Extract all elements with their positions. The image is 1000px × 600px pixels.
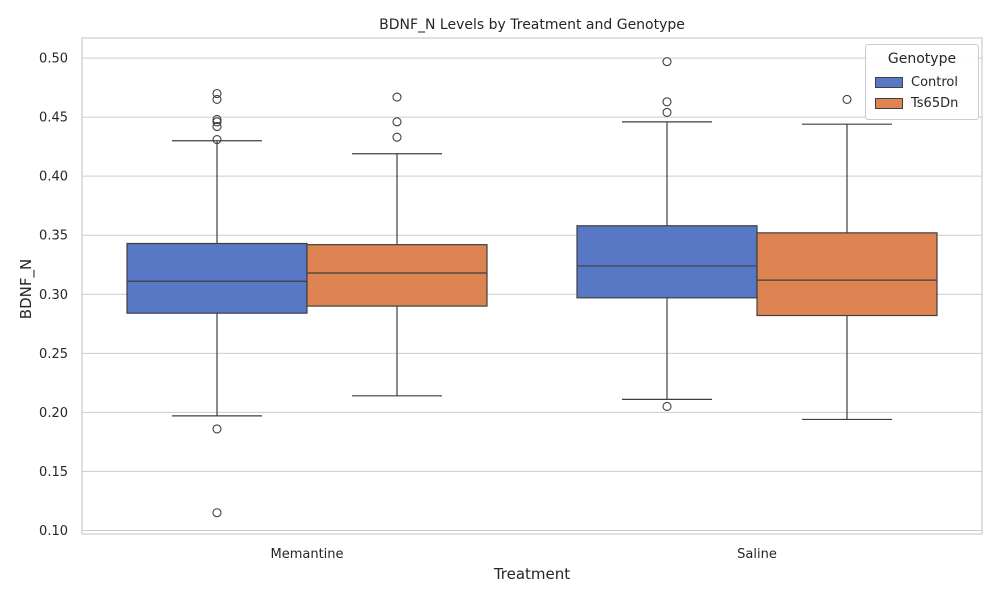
outlier-point	[392, 92, 402, 102]
legend-title: Genotype	[887, 51, 957, 67]
outlier-point	[662, 107, 672, 117]
y-tick-label: 0.30	[39, 288, 68, 303]
box-group-ts65dn-saline	[756, 94, 938, 421]
outlier-point	[212, 135, 222, 145]
outlier-point	[392, 117, 402, 127]
y-tick-label: 0.40	[39, 170, 68, 185]
legend: Genotype Control Ts65Dn	[865, 44, 979, 120]
box-group-control-memantine	[126, 88, 308, 518]
box-iqr	[756, 232, 938, 317]
legend-item-control: Control	[875, 74, 958, 90]
x-axis-label: Treatment	[493, 565, 570, 583]
y-tick-label: 0.45	[39, 111, 68, 126]
box-iqr	[306, 244, 488, 307]
outlier-point	[662, 57, 672, 67]
box-iqr	[576, 225, 758, 299]
legend-item-ts65dn: Ts65Dn	[875, 95, 958, 111]
y-axis-label: BDNF_N	[17, 259, 36, 319]
legend-label-ts65dn: Ts65Dn	[911, 95, 959, 111]
outlier-point	[212, 94, 222, 104]
y-tick-label: 0.50	[39, 52, 68, 67]
outlier-point	[392, 132, 402, 142]
y-tick-label: 0.35	[39, 229, 68, 244]
outlier-point	[212, 122, 222, 132]
y-tick-label: 0.25	[39, 347, 68, 362]
outlier-point	[842, 94, 852, 104]
y-tick-label: 0.20	[39, 406, 68, 421]
chart-title: BDNF_N Levels by Treatment and Genotype	[379, 17, 685, 33]
x-tick-label: Memantine	[270, 547, 343, 562]
box-group-ts65dn-memantine	[306, 92, 488, 397]
outlier-point	[212, 117, 222, 127]
plot-frame	[81, 37, 983, 535]
legend-label-control: Control	[911, 74, 958, 90]
outlier-point	[212, 88, 222, 99]
outlier-point	[662, 97, 672, 107]
outlier-point	[212, 424, 222, 434]
outlier-point	[662, 401, 672, 412]
x-tick-label: Saline	[737, 547, 777, 562]
outlier-point	[212, 114, 222, 125]
y-tick-label: 0.10	[39, 524, 68, 539]
box-group-control-saline	[576, 57, 758, 412]
legend-swatch-ts65dn	[875, 97, 903, 109]
outlier-point	[212, 508, 222, 518]
box-iqr	[126, 242, 308, 314]
y-tick-label: 0.15	[39, 465, 68, 480]
legend-swatch-control	[875, 76, 903, 88]
box-layer	[126, 57, 938, 518]
axes: 0.10 0.15 0.20 0.25 0.30 0.35 0.40 0.45 0.50 Mema…	[39, 37, 983, 562]
